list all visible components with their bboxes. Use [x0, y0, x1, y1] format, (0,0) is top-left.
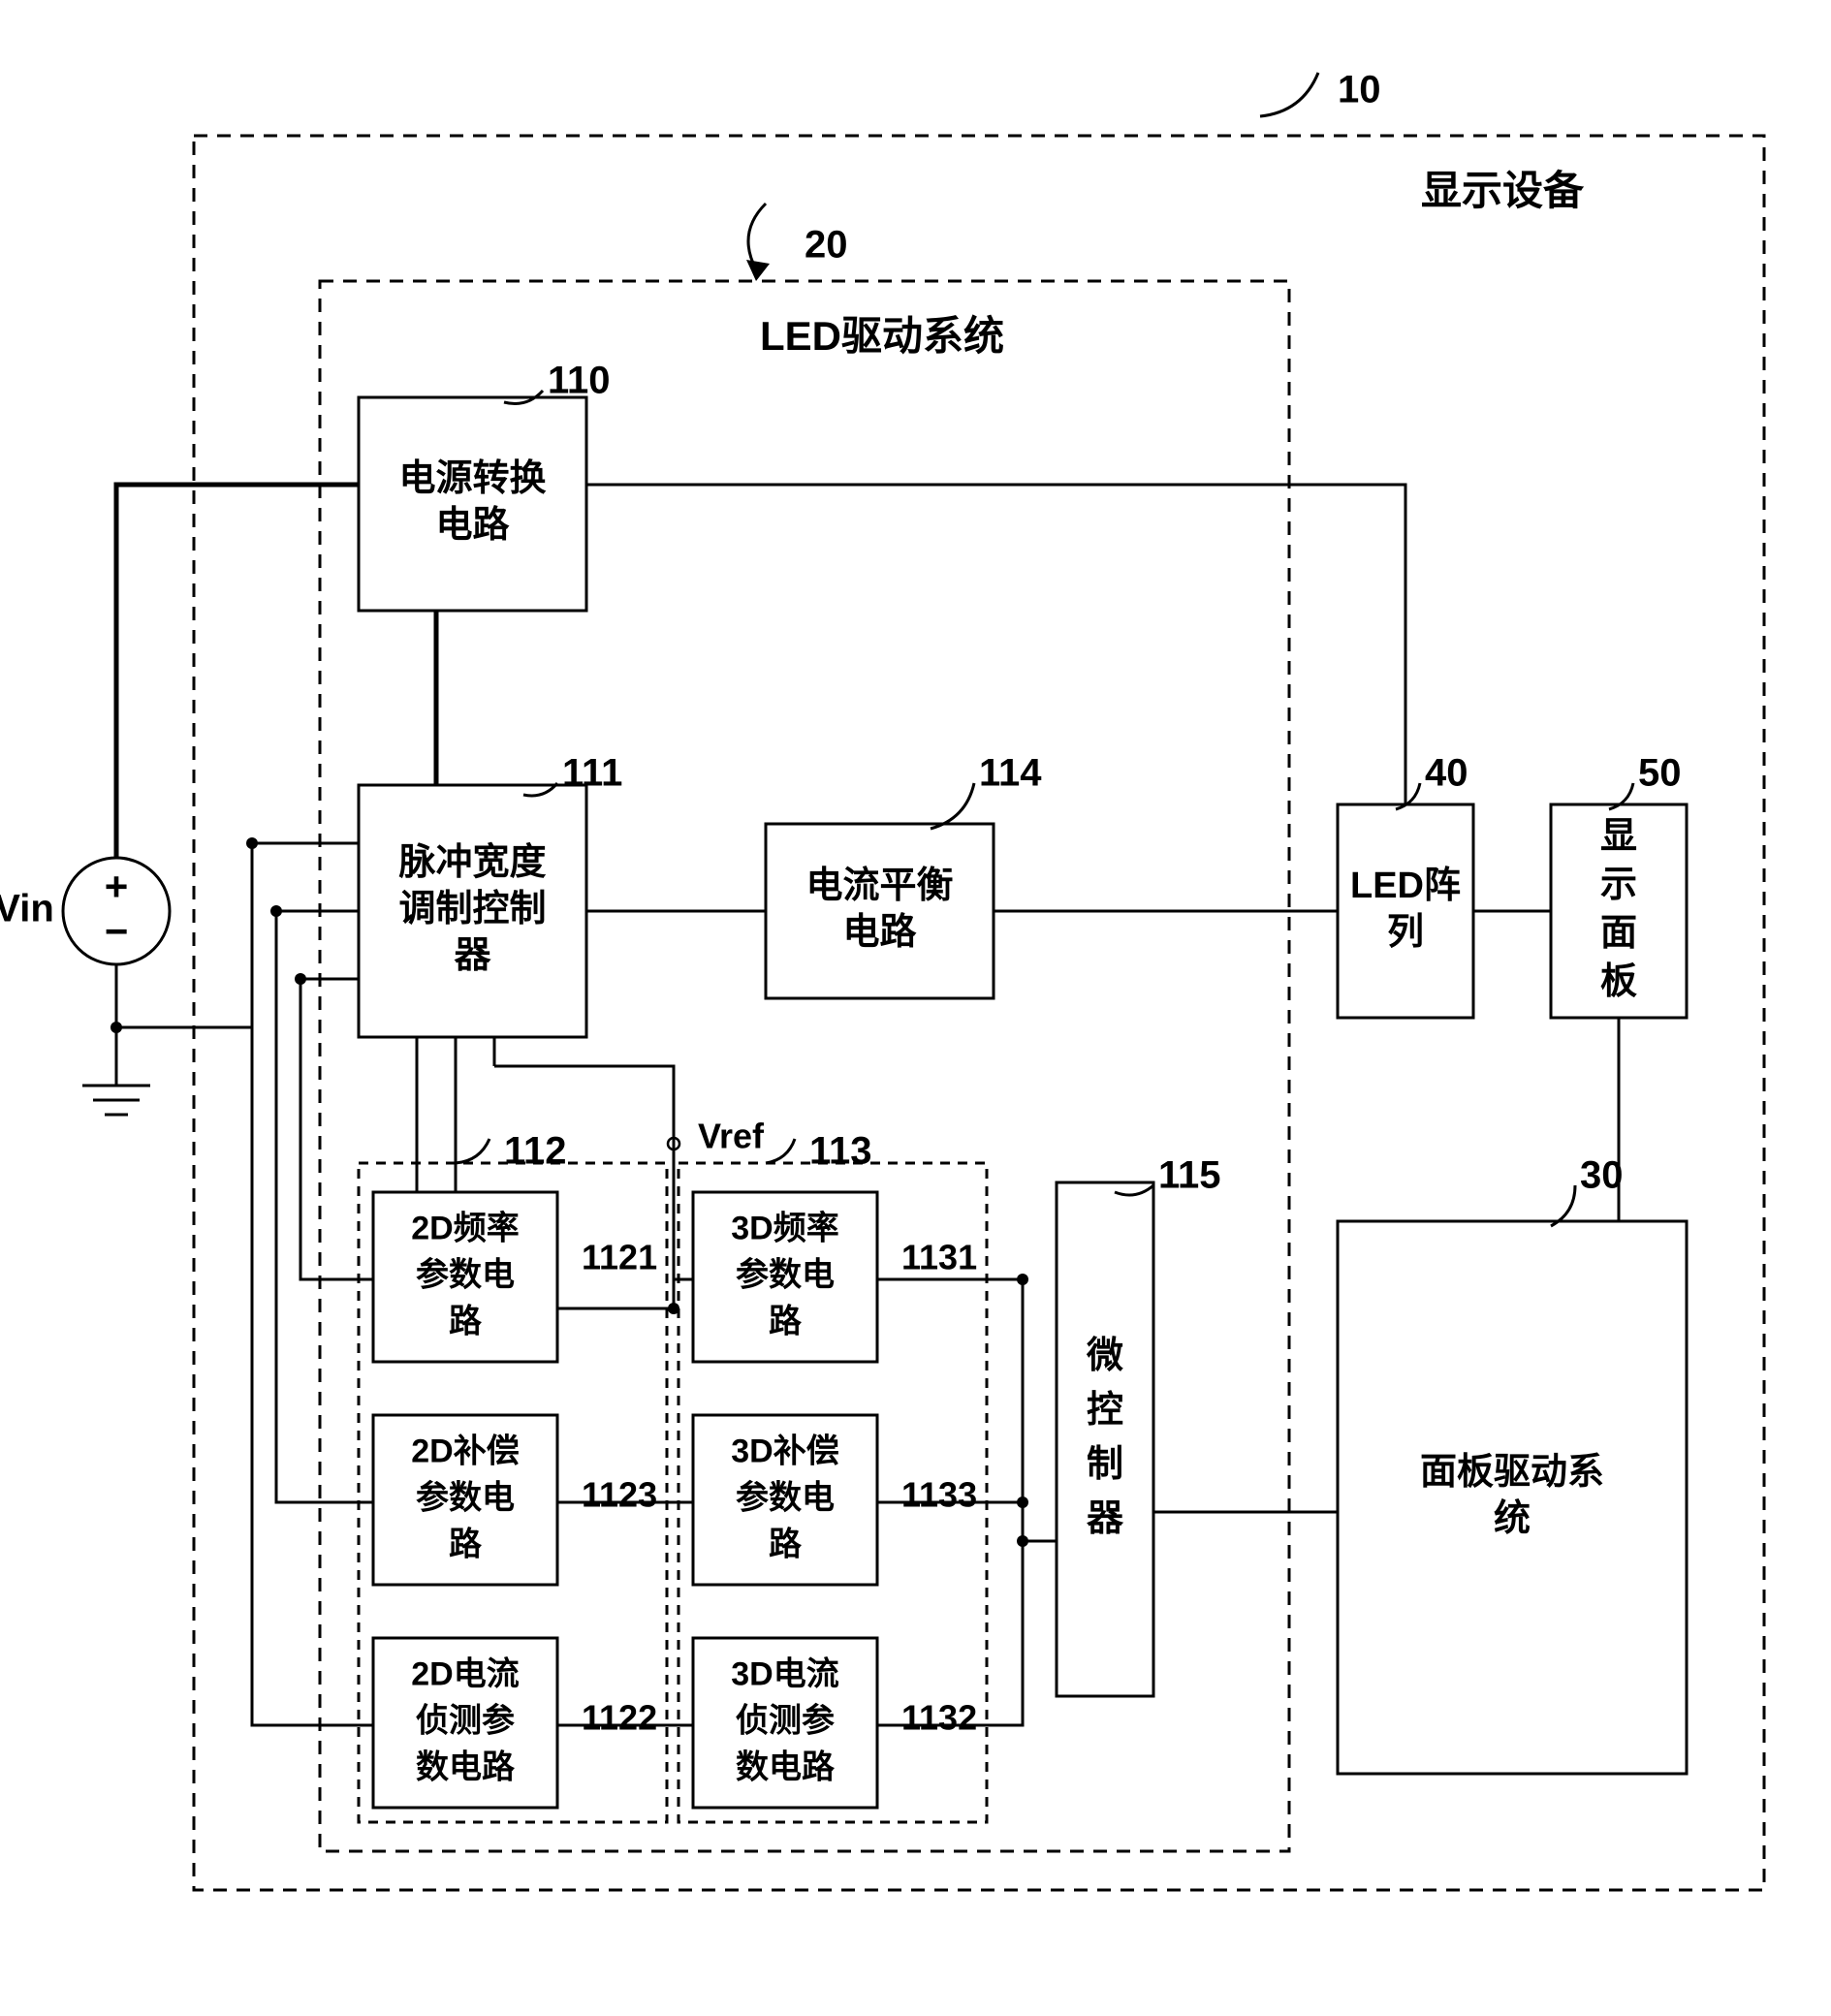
leader-113	[766, 1139, 795, 1163]
svg-text:1122: 1122	[582, 1698, 657, 1738]
block-114	[766, 824, 994, 998]
svg-text:20: 20	[805, 224, 848, 267]
svg-text:Vref: Vref	[698, 1117, 765, 1156]
leader-20	[748, 204, 766, 269]
svg-text:112: 112	[504, 1130, 567, 1173]
svg-text:40: 40	[1425, 752, 1468, 795]
leader-20-arrow	[746, 260, 770, 281]
svg-text:1131: 1131	[901, 1238, 977, 1277]
svg-text:数电路: 数电路	[736, 1748, 836, 1785]
svg-text:3D补偿: 3D补偿	[731, 1433, 838, 1469]
leader-114	[931, 783, 974, 829]
svg-text:3D频率: 3D频率	[731, 1210, 838, 1246]
svg-text:参数电: 参数电	[416, 1256, 515, 1293]
svg-text:路: 路	[449, 1303, 483, 1339]
svg-text:111: 111	[562, 752, 622, 795]
svg-text:1121: 1121	[582, 1238, 657, 1277]
svg-text:面板驱动系: 面板驱动系	[1420, 1452, 1604, 1493]
svg-text:侦测参: 侦测参	[416, 1702, 515, 1739]
svg-text:控: 控	[1087, 1390, 1123, 1431]
svg-text:1132: 1132	[901, 1698, 977, 1738]
svg-text:50: 50	[1638, 752, 1682, 795]
svg-text:10: 10	[1338, 69, 1381, 111]
svg-text:2D频率: 2D频率	[411, 1210, 519, 1246]
svg-text:脉冲宽度: 脉冲宽度	[398, 841, 546, 883]
svg-text:−: −	[105, 908, 129, 954]
svg-text:1133: 1133	[901, 1475, 977, 1515]
svg-text:路: 路	[449, 1526, 483, 1562]
svg-text:114: 114	[979, 752, 1042, 795]
block-110	[359, 397, 586, 611]
svg-text:微: 微	[1086, 1336, 1123, 1376]
svg-text:统: 统	[1494, 1498, 1531, 1539]
svg-text:电流平衡: 电流平衡	[805, 866, 953, 906]
svg-text:+: +	[105, 864, 129, 909]
svg-text:2D电流: 2D电流	[411, 1655, 519, 1692]
svg-text:显示设备: 显示设备	[1421, 168, 1585, 213]
svg-text:参数电: 参数电	[736, 1256, 835, 1293]
svg-text:LED驱动系统: LED驱动系统	[760, 313, 1004, 359]
svg-text:面: 面	[1600, 913, 1637, 954]
svg-text:制: 制	[1087, 1444, 1123, 1485]
svg-text:115: 115	[1158, 1154, 1221, 1197]
svg-text:电源转换: 电源转换	[398, 458, 546, 499]
svg-text:器: 器	[1087, 1498, 1124, 1539]
svg-text:数电路: 数电路	[416, 1748, 516, 1785]
svg-text:113: 113	[809, 1130, 872, 1173]
wire-vin-to-110	[116, 485, 359, 858]
svg-text:电路: 电路	[435, 505, 510, 546]
svg-text:器: 器	[454, 935, 491, 976]
svg-text:示: 示	[1600, 865, 1637, 905]
svg-text:路: 路	[769, 1526, 803, 1562]
svg-text:板: 板	[1600, 961, 1637, 1002]
svg-text:2D补偿: 2D补偿	[411, 1433, 519, 1469]
svg-text:110: 110	[548, 360, 611, 402]
svg-text:LED阵: LED阵	[1350, 866, 1461, 906]
svg-text:参数电: 参数电	[416, 1479, 515, 1516]
svg-text:电路: 电路	[842, 912, 917, 953]
block-115	[1057, 1182, 1153, 1696]
svg-text:1123: 1123	[582, 1475, 657, 1515]
svg-text:侦测参: 侦测参	[736, 1702, 835, 1739]
svg-text:3D电流: 3D电流	[731, 1655, 838, 1692]
svg-text:路: 路	[769, 1303, 803, 1339]
leader-10	[1260, 73, 1318, 116]
svg-text:调制控制: 调制控制	[398, 889, 546, 929]
bus-current	[252, 843, 373, 1725]
svg-text:列: 列	[1387, 912, 1424, 953]
leader-112	[456, 1139, 489, 1163]
svg-text:显: 显	[1600, 816, 1637, 857]
block-30	[1338, 1221, 1687, 1774]
svg-text:30: 30	[1580, 1154, 1624, 1197]
svg-text:参数电: 参数电	[736, 1479, 835, 1516]
svg-text:Vin: Vin	[0, 888, 54, 930]
block-40	[1338, 804, 1473, 1018]
